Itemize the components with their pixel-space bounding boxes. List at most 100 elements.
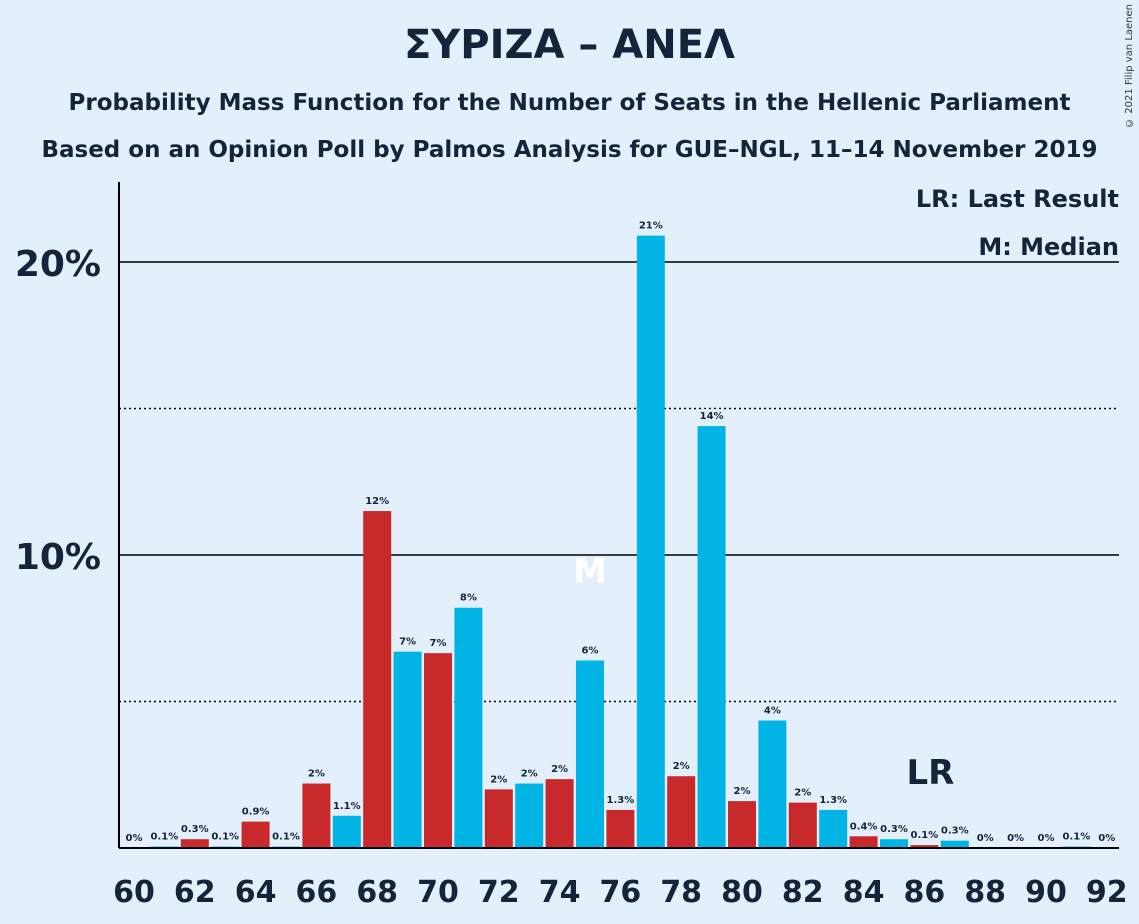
data-label-bg bbox=[605, 792, 636, 806]
bar bbox=[241, 821, 270, 848]
bar bbox=[363, 511, 392, 848]
bar bbox=[393, 651, 422, 848]
chart-source: Based on an Opinion Poll by Palmos Analy… bbox=[41, 137, 1098, 163]
data-label: 0.1% bbox=[1063, 832, 1091, 843]
x-tick-label: 84 bbox=[843, 875, 885, 910]
data-label-bg bbox=[240, 804, 271, 818]
x-tick-label: 86 bbox=[904, 875, 946, 910]
data-label-bg bbox=[365, 494, 389, 508]
data-label: 0% bbox=[1098, 833, 1115, 844]
data-label-bg bbox=[308, 766, 325, 780]
x-tick-label: 72 bbox=[478, 875, 520, 910]
data-label-bg bbox=[940, 823, 970, 837]
data-label-bg bbox=[180, 822, 210, 836]
x-tick-label: 76 bbox=[600, 875, 642, 910]
bar bbox=[424, 653, 452, 848]
data-label: 2% bbox=[673, 761, 690, 772]
data-label: 0.9% bbox=[242, 807, 270, 818]
data-label-bg bbox=[1007, 831, 1024, 844]
x-tick-label: 90 bbox=[1025, 875, 1067, 910]
bar bbox=[697, 426, 726, 848]
data-label: 0% bbox=[126, 833, 143, 844]
data-label-bg bbox=[460, 590, 477, 604]
chart-subtitle: Probability Mass Function for the Number… bbox=[68, 90, 1071, 116]
data-label: 0.3% bbox=[181, 824, 209, 835]
data-label: 4% bbox=[764, 706, 781, 717]
data-label-bg bbox=[1098, 831, 1116, 844]
data-label: 21% bbox=[639, 221, 663, 232]
x-tick-label: 70 bbox=[417, 875, 459, 910]
data-label: 2% bbox=[551, 764, 568, 775]
legend-last-result: LR: Last Result bbox=[915, 185, 1119, 213]
bar bbox=[606, 809, 635, 848]
data-label-bg bbox=[733, 784, 751, 798]
data-label-bg bbox=[149, 829, 180, 843]
data-label-bg bbox=[909, 828, 940, 842]
data-label: 2% bbox=[490, 774, 507, 785]
bar bbox=[576, 660, 604, 848]
data-label: 2% bbox=[308, 769, 325, 780]
x-tick-label: 82 bbox=[782, 875, 824, 910]
x-tick-label: 80 bbox=[721, 875, 763, 910]
bar bbox=[667, 776, 696, 848]
data-label: 0% bbox=[1007, 833, 1024, 844]
data-label: 2% bbox=[794, 788, 811, 799]
data-label: 0.3% bbox=[880, 824, 908, 835]
bar bbox=[545, 779, 574, 848]
data-label-bg bbox=[1061, 829, 1092, 843]
bar bbox=[332, 815, 361, 848]
bar bbox=[454, 607, 483, 848]
median-marker: M bbox=[573, 551, 607, 591]
data-label: 0.1% bbox=[151, 832, 179, 843]
legend-median: M: Median bbox=[978, 233, 1119, 261]
data-label-bg bbox=[672, 759, 690, 773]
data-label-bg bbox=[1037, 831, 1055, 844]
data-label: 0.3% bbox=[941, 826, 969, 837]
data-label-bg bbox=[332, 798, 362, 812]
data-label: 14% bbox=[700, 411, 724, 422]
data-label: 0.1% bbox=[272, 832, 300, 843]
data-label: 2% bbox=[521, 769, 538, 780]
data-label: 0% bbox=[977, 833, 994, 844]
data-label-bg bbox=[581, 643, 599, 657]
y-tick-label: 10% bbox=[15, 537, 101, 578]
data-label: 2% bbox=[734, 786, 751, 797]
data-label-bg bbox=[639, 218, 663, 232]
data-label: 6% bbox=[582, 645, 599, 656]
bar bbox=[940, 840, 969, 848]
y-tick-label: 20% bbox=[15, 244, 101, 285]
data-label-bg bbox=[976, 831, 994, 844]
data-label-bg bbox=[125, 831, 143, 844]
x-tick-label: 92 bbox=[1086, 875, 1128, 910]
data-label-bg bbox=[520, 766, 538, 780]
x-tick-label: 74 bbox=[539, 875, 581, 910]
data-label-bg bbox=[429, 636, 447, 650]
x-tick-label: 64 bbox=[235, 875, 277, 910]
data-label: 12% bbox=[365, 496, 389, 507]
data-label-bg bbox=[210, 829, 240, 843]
bar bbox=[515, 783, 544, 848]
data-label: 0.4% bbox=[850, 821, 878, 832]
data-label: 1.3% bbox=[819, 795, 847, 806]
x-tick-label: 88 bbox=[964, 875, 1006, 910]
data-label: 7% bbox=[399, 637, 416, 648]
bar bbox=[788, 802, 817, 848]
data-label-bg bbox=[848, 819, 879, 833]
bar bbox=[302, 783, 331, 848]
x-tick-label: 62 bbox=[174, 875, 216, 910]
data-label-bg bbox=[399, 634, 416, 648]
bar bbox=[849, 836, 878, 848]
data-label-bg bbox=[551, 762, 568, 776]
bar bbox=[819, 809, 848, 848]
data-label: 1.1% bbox=[333, 801, 361, 812]
data-label-bg bbox=[490, 772, 508, 786]
data-label-bg bbox=[879, 822, 909, 836]
bar bbox=[758, 720, 787, 848]
data-label: 8% bbox=[460, 593, 477, 604]
data-label-bg bbox=[818, 792, 848, 806]
x-tick-label: 66 bbox=[296, 875, 338, 910]
data-label: 7% bbox=[430, 638, 447, 649]
bar bbox=[880, 839, 908, 848]
x-tick-label: 60 bbox=[113, 875, 155, 910]
